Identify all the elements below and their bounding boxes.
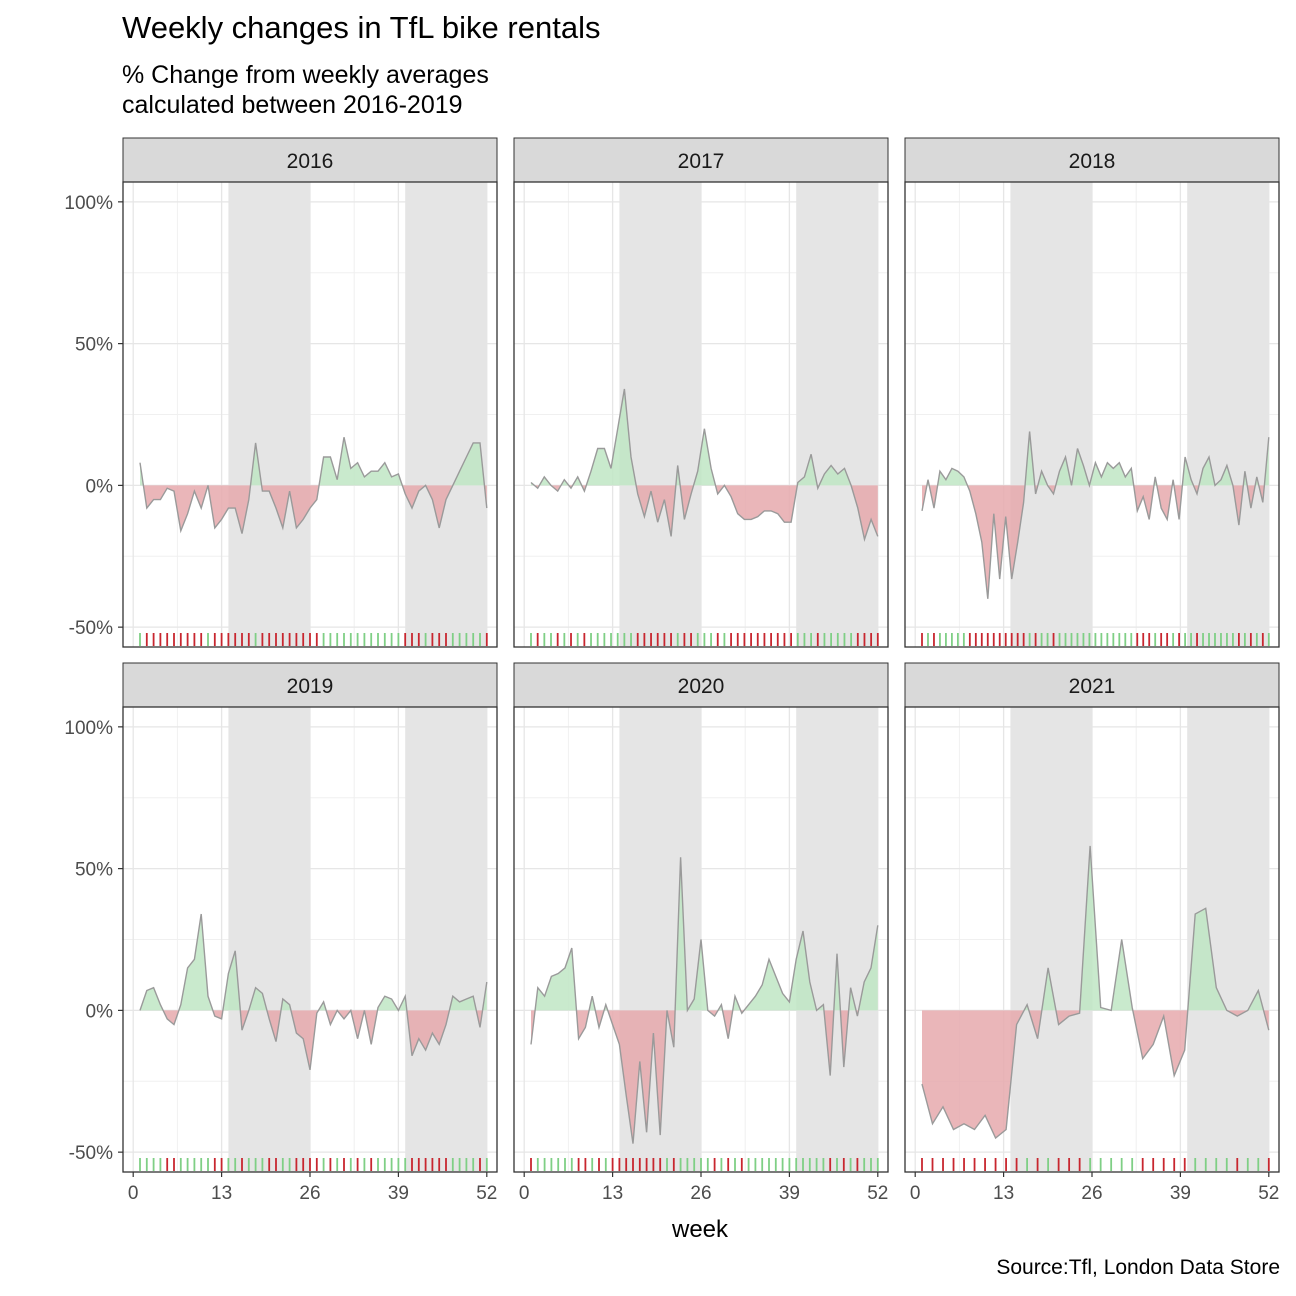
facet-label: 2021 — [1069, 675, 1116, 698]
positive-area — [922, 431, 1269, 486]
panel-border — [513, 181, 889, 648]
negative-area — [531, 485, 878, 540]
x-tick-label: 26 — [690, 1183, 711, 1204]
x-tick-label: 52 — [476, 1183, 497, 1204]
panel-border — [122, 181, 498, 648]
shaded-period — [228, 707, 310, 1172]
x-tick-label: 0 — [910, 1183, 921, 1204]
facet-label: 2020 — [678, 675, 725, 698]
shaded-period — [405, 182, 487, 647]
panel-2021: 2021 0 13 26 39 52 — [904, 662, 1280, 1204]
x-tick-label: 13 — [993, 1183, 1014, 1204]
y-tick-label: -50% — [69, 1143, 113, 1164]
shaded-period — [1010, 182, 1092, 647]
facet-strip — [122, 662, 498, 708]
x-tick-label: 26 — [1081, 1183, 1102, 1204]
shaded-period — [619, 182, 701, 647]
y-tick-label: -50% — [69, 618, 113, 639]
y-tick-label: 50% — [75, 335, 113, 356]
x-tick-label: 0 — [519, 1183, 530, 1204]
panel-2016: 2016 100% 50% 0% -50% — [64, 137, 498, 648]
y-tick-label: 50% — [75, 860, 113, 881]
panel-2019: 2019 100% 50% 0% -50% 0 13 26 39 52 — [64, 662, 498, 1204]
x-tick-label: 26 — [299, 1183, 320, 1204]
facet-strip — [513, 662, 889, 708]
facet-label: 2016 — [287, 150, 334, 173]
facet-label: 2017 — [678, 150, 725, 173]
x-tick-label: 39 — [1170, 1183, 1191, 1204]
series-line — [921, 845, 1270, 1140]
negative-area — [531, 1010, 878, 1144]
series-line — [530, 388, 879, 542]
x-tick-label: 52 — [1258, 1183, 1279, 1204]
chart-title: Weekly changes in TfL bike rentals — [122, 10, 601, 45]
negative-area — [922, 485, 1269, 599]
series-line — [921, 431, 1270, 599]
shaded-period — [796, 182, 878, 647]
facet-label: 2018 — [1069, 150, 1116, 173]
series-line — [139, 437, 488, 534]
negative-area — [140, 485, 487, 534]
y-tick-label: 0% — [86, 1001, 114, 1022]
y-tick-label: 100% — [64, 193, 113, 214]
shaded-period — [1187, 182, 1269, 647]
series-line — [139, 913, 488, 1071]
positive-area — [531, 389, 878, 486]
x-tick-label: 52 — [867, 1183, 888, 1204]
y-tick-label: 100% — [64, 718, 113, 739]
x-axis-title: week — [671, 1216, 729, 1243]
shaded-period — [1010, 707, 1092, 1172]
panel-2017: 2017 — [513, 137, 889, 648]
x-tick-label: 13 — [602, 1183, 623, 1204]
shaded-period — [796, 707, 878, 1172]
y-tick-label: 0% — [86, 476, 114, 497]
panel-2018: 2018 — [904, 137, 1280, 648]
x-tick-label: 39 — [779, 1183, 800, 1204]
shaded-period — [405, 707, 487, 1172]
panel-border — [904, 181, 1280, 648]
facet-label: 2019 — [287, 675, 334, 698]
shaded-period — [228, 182, 310, 647]
x-tick-label: 0 — [128, 1183, 139, 1204]
x-tick-label: 13 — [211, 1183, 232, 1204]
chart-subtitle: % Change from weekly averages calculated… — [122, 61, 489, 119]
series-line — [530, 857, 879, 1144]
facet-strip — [122, 137, 498, 183]
x-tick-label: 39 — [388, 1183, 409, 1204]
facet-strip — [904, 137, 1280, 183]
chart-caption: Source:Tfl, London Data Store — [996, 1256, 1280, 1279]
facet-strip — [904, 662, 1280, 708]
panel-2020: 2020 0 13 26 39 52 — [513, 662, 889, 1204]
negative-area — [922, 1010, 1269, 1138]
